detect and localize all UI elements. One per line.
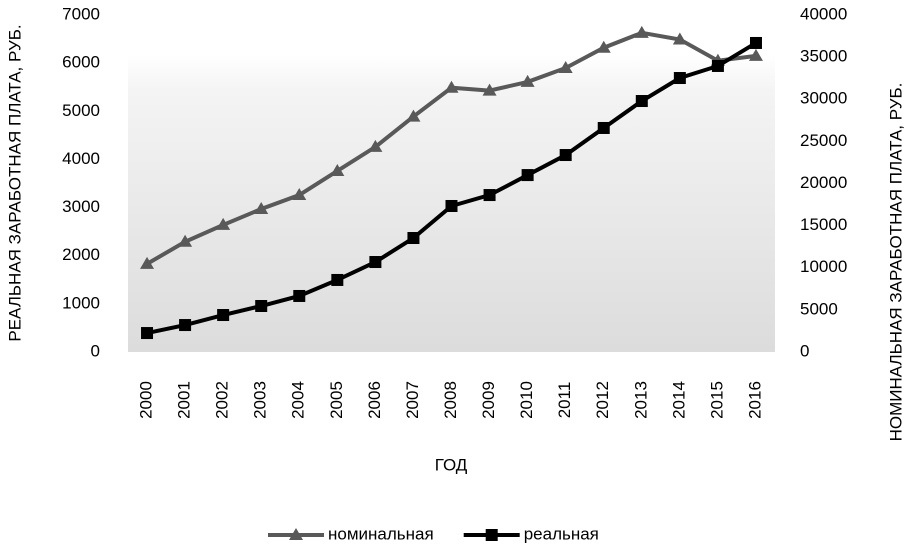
marker [520, 74, 535, 87]
y2-tick-label: 35000 [800, 47, 847, 66]
x-tick-label: 2011 [555, 382, 574, 419]
x-tick-label: 2000 [137, 381, 156, 419]
y-tick-label: 3000 [62, 197, 100, 216]
y2-tick-label: 10000 [800, 257, 847, 276]
marker [406, 109, 421, 122]
marker [634, 25, 649, 38]
x-tick-label: 2005 [327, 381, 346, 419]
marker [482, 83, 497, 96]
marker [255, 299, 268, 312]
x-tick-label: 2003 [251, 381, 270, 419]
x-tick-label: 2010 [517, 381, 536, 419]
x-tick-label: 2004 [289, 381, 308, 419]
marker [673, 72, 686, 85]
y2-axis-title: НОМИНАЛЬНАЯ ЗАРАБОТНАЯ ПЛАТА, РУБ. [886, 83, 905, 442]
marker [369, 256, 382, 269]
y-tick-label: 4000 [62, 149, 100, 168]
marker [368, 139, 383, 152]
x-tick-label: 2006 [365, 381, 384, 419]
y2-tick-label: 25000 [800, 131, 847, 150]
legend-label: номинальная [328, 524, 434, 543]
x-tick-label: 2014 [669, 381, 688, 419]
marker [178, 234, 193, 247]
y2-tick-label: 40000 [800, 4, 847, 23]
x-tick-label: 2015 [707, 381, 726, 419]
marker [635, 95, 648, 108]
x-tick-label: 2001 [175, 381, 194, 419]
marker [559, 149, 572, 162]
x-tick-label: 2016 [745, 381, 764, 419]
marker [330, 163, 345, 176]
legend-label: реальная [524, 524, 599, 543]
marker [141, 327, 154, 340]
y2-tick-label: 15000 [800, 215, 847, 234]
x-tick-label: 2008 [441, 381, 460, 419]
marker [331, 273, 344, 286]
y-tick-label: 2000 [62, 245, 100, 264]
x-tick-label: 2007 [403, 381, 422, 419]
marker [179, 319, 192, 332]
marker [596, 40, 611, 53]
marker [292, 188, 307, 201]
y2-tick-label: 0 [800, 341, 809, 360]
x-tick-label: 2013 [631, 381, 650, 419]
marker [597, 121, 610, 134]
marker [216, 217, 231, 230]
y-tick-label: 1000 [62, 293, 100, 312]
marker [140, 256, 155, 269]
x-tick-label: 2009 [479, 381, 498, 419]
marker [293, 289, 306, 302]
y-tick-label: 0 [91, 341, 100, 360]
y2-tick-label: 5000 [800, 299, 838, 318]
marker [289, 528, 303, 540]
marker [217, 309, 230, 322]
marker [483, 189, 496, 202]
marker [521, 169, 534, 182]
marker [748, 48, 763, 61]
y-axis-title: РЕАЛЬНАЯ ЗАРАБОТНАЯ ПЛАТА, РУБ. [5, 24, 24, 341]
x-axis-title: ГОД [435, 455, 468, 474]
marker [485, 529, 498, 541]
x-tick-label: 2002 [213, 381, 232, 419]
marker [711, 59, 724, 72]
marker [749, 36, 762, 49]
y-tick-label: 6000 [62, 53, 100, 72]
y-tick-label: 7000 [62, 4, 100, 23]
y2-tick-label: 20000 [800, 173, 847, 192]
x-tick-label: 2012 [593, 381, 612, 419]
marker [444, 80, 459, 93]
marker [445, 199, 458, 212]
marker [558, 60, 573, 73]
y-tick-label: 5000 [62, 101, 100, 120]
marker [672, 32, 687, 45]
marker [407, 232, 420, 245]
marker [254, 202, 269, 215]
y2-tick-label: 30000 [800, 89, 847, 108]
